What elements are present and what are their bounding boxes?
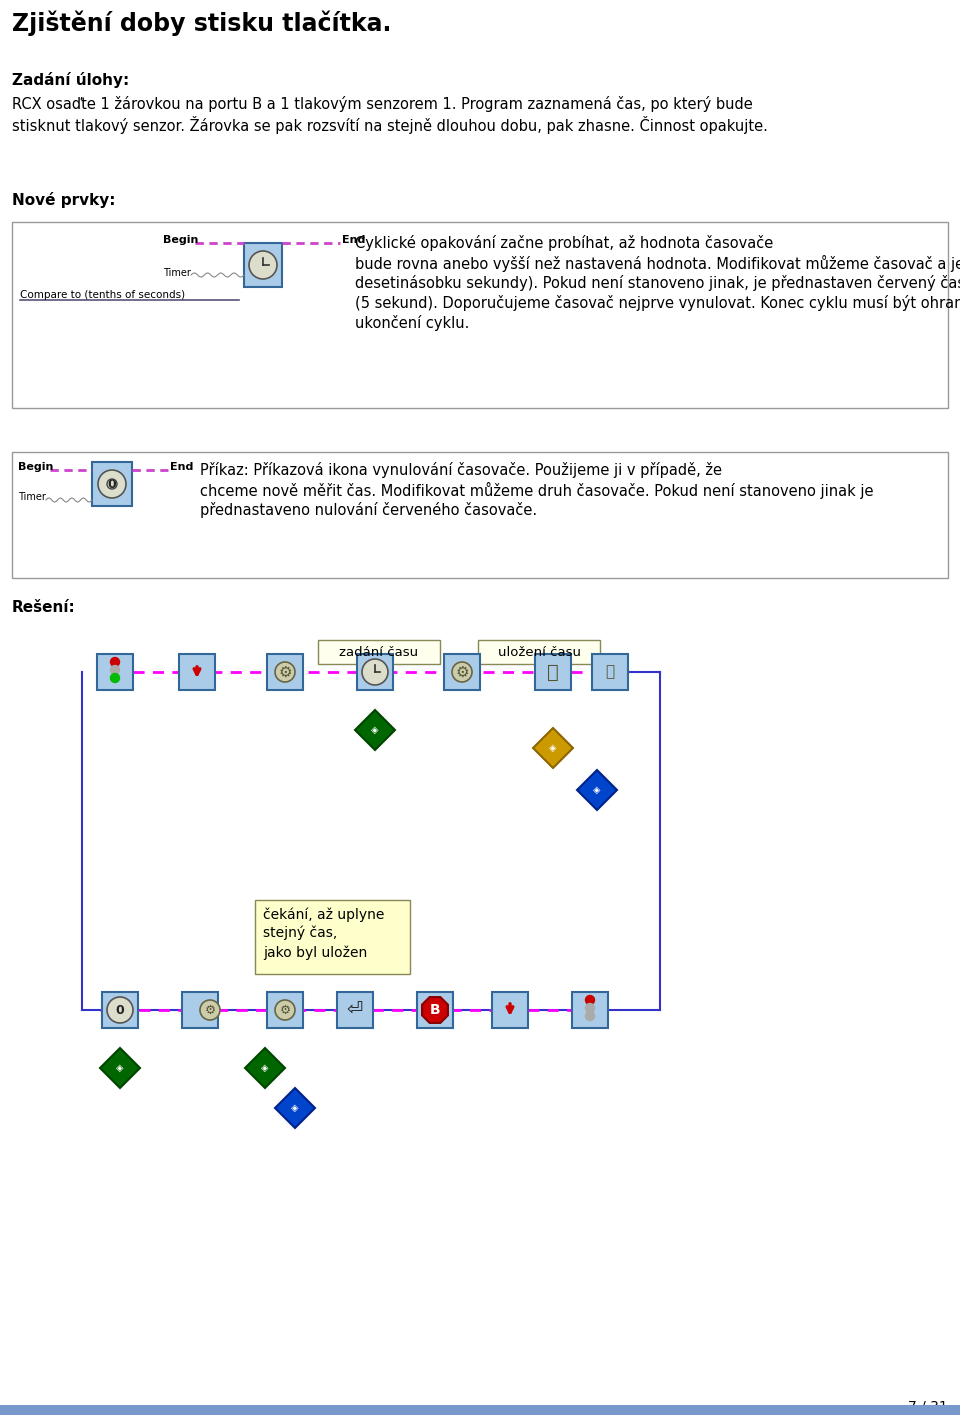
Text: ◈: ◈ — [291, 1104, 299, 1114]
Bar — [92, 463, 132, 507]
Text: ⌛: ⌛ — [547, 662, 559, 682]
Polygon shape — [275, 1088, 315, 1128]
Bar — [102, 992, 138, 1029]
Circle shape — [275, 662, 295, 682]
Circle shape — [110, 658, 119, 666]
Polygon shape — [100, 1049, 140, 1088]
Text: zadání času: zadání času — [340, 645, 419, 658]
Bar — [444, 654, 480, 691]
Text: ⏎: ⏎ — [347, 1000, 363, 1019]
Bar — [318, 640, 440, 664]
Text: Nové prvky:: Nové prvky: — [12, 192, 115, 208]
Text: Rešení:: Rešení: — [12, 600, 76, 616]
Circle shape — [586, 1003, 594, 1013]
Text: bude rovna anebo vyšší než nastavená hodnota. Modifikovat můžeme časovač a jeho : bude rovna anebo vyšší než nastavená hod… — [355, 255, 960, 272]
Text: ◈: ◈ — [261, 1063, 269, 1073]
Text: uložení času: uložení času — [497, 645, 581, 658]
Text: ukončení cyklu.: ukončení cyklu. — [355, 316, 469, 331]
Text: End: End — [342, 235, 366, 245]
Bar — [337, 992, 373, 1029]
Text: ⚙: ⚙ — [279, 1003, 291, 1016]
Text: stisknut tlakový senzor. Žárovka se pak rozsvítí na stejně dlouhou dobu, pak zha: stisknut tlakový senzor. Žárovka se pak … — [12, 116, 768, 134]
Text: stejný čas,: stejný čas, — [263, 925, 337, 941]
Bar — [592, 654, 628, 691]
Text: ◈: ◈ — [593, 785, 601, 795]
Text: ⚙: ⚙ — [455, 665, 468, 679]
Bar — [417, 992, 453, 1029]
Circle shape — [200, 1000, 220, 1020]
Text: ⌛: ⌛ — [606, 665, 614, 679]
Circle shape — [362, 659, 388, 685]
Text: 0: 0 — [108, 477, 116, 491]
Polygon shape — [422, 998, 448, 1023]
Text: 7 / 31: 7 / 31 — [908, 1399, 948, 1414]
Text: Compare to (tenths of seconds): Compare to (tenths of seconds) — [20, 290, 185, 300]
Text: (5 sekund). Doporučujeme časovač nejprve vynulovat. Konec cyklu musí být ohranič: (5 sekund). Doporučujeme časovač nejprve… — [355, 294, 960, 311]
Text: ◈: ◈ — [116, 1063, 124, 1073]
Bar — [0, 1405, 960, 1415]
Bar — [182, 992, 218, 1029]
Text: Zjištění doby stisku tlačítka.: Zjištění doby stisku tlačítka. — [12, 10, 392, 35]
Text: B: B — [430, 1003, 441, 1017]
Circle shape — [586, 996, 594, 1005]
Bar — [244, 243, 282, 287]
Text: RCX osaďte 1 žárovkou na portu B a 1 tlakovým senzorem 1. Program zaznamená čas,: RCX osaďte 1 žárovkou na portu B a 1 tla… — [12, 96, 753, 112]
Bar — [97, 654, 133, 691]
Bar — [357, 654, 393, 691]
Text: B: B — [200, 1005, 207, 1015]
Text: přednastaveno nulování červeného časovače.: přednastaveno nulování červeného časovač… — [200, 502, 538, 518]
Polygon shape — [577, 770, 617, 809]
Text: Zadání úlohy:: Zadání úlohy: — [12, 72, 130, 88]
Circle shape — [586, 1012, 594, 1020]
Bar — [572, 992, 608, 1029]
Circle shape — [110, 674, 119, 682]
Circle shape — [110, 665, 119, 675]
Bar — [12, 451, 948, 577]
Text: Příkaz: Příkazová ikona vynulování časovače. Použijeme ji v případě, že: Příkaz: Příkazová ikona vynulování časov… — [200, 463, 722, 478]
Bar — [12, 222, 948, 408]
Text: 0: 0 — [115, 1003, 125, 1016]
Bar — [255, 900, 410, 974]
Text: desetinásobku sekundy). Pokud není stanoveno jinak, je přednastaven červený časo: desetinásobku sekundy). Pokud není stano… — [355, 275, 960, 291]
Text: Timer: Timer — [163, 267, 191, 277]
Circle shape — [452, 662, 472, 682]
Text: Begin: Begin — [18, 463, 54, 473]
Text: ⚙: ⚙ — [278, 665, 292, 679]
Text: Begin: Begin — [163, 235, 199, 245]
Bar — [267, 992, 303, 1029]
Text: ◈: ◈ — [549, 743, 557, 753]
Text: čekání, až uplyne: čekání, až uplyne — [263, 908, 384, 923]
Circle shape — [98, 470, 126, 498]
Text: Cyklické opakování začne probíhat, až hodnota časovače: Cyklické opakování začne probíhat, až ho… — [355, 235, 773, 250]
Bar — [179, 654, 215, 691]
Polygon shape — [355, 710, 395, 750]
Polygon shape — [533, 727, 573, 768]
Text: jako byl uložen: jako byl uložen — [263, 947, 368, 961]
Bar — [535, 654, 571, 691]
Text: Timer: Timer — [18, 492, 46, 502]
Circle shape — [249, 250, 277, 279]
Text: End: End — [170, 463, 193, 473]
Circle shape — [275, 1000, 295, 1020]
Text: chceme nově měřit čas. Modifikovat můžeme druh časovače. Pokud není stanoveno ji: chceme nově měřit čas. Modifikovat můžem… — [200, 483, 874, 499]
Circle shape — [107, 998, 133, 1023]
Text: ◈: ◈ — [372, 724, 379, 734]
Text: ⚙: ⚙ — [204, 1003, 216, 1016]
Bar — [492, 992, 528, 1029]
Bar — [267, 654, 303, 691]
Polygon shape — [245, 1049, 285, 1088]
Bar — [478, 640, 600, 664]
